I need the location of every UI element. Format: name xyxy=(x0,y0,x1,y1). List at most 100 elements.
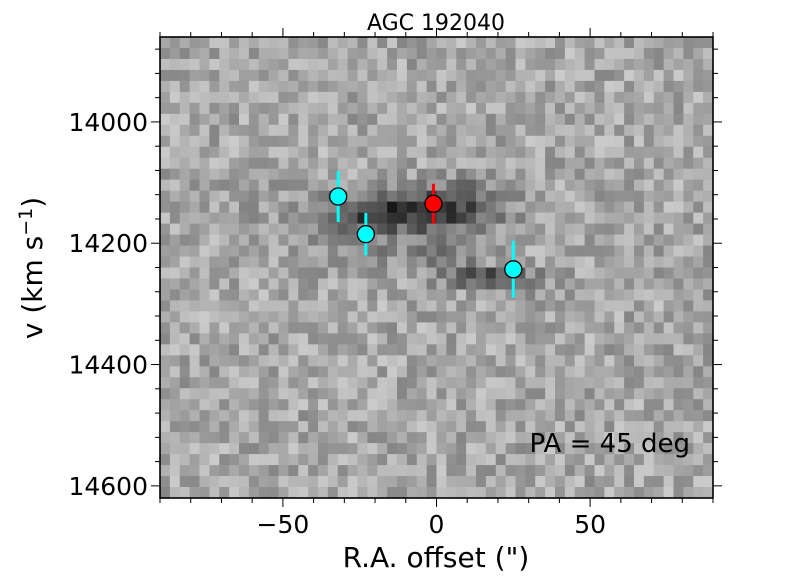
pv-pixel xyxy=(673,421,684,433)
y-axis-label-sup: −1 xyxy=(15,208,37,236)
pv-pixel xyxy=(160,421,171,433)
pv-pixel xyxy=(446,179,457,192)
pv-pixel xyxy=(466,300,477,313)
pv-pixel xyxy=(525,465,536,477)
pv-pixel xyxy=(189,377,201,389)
pv-pixel xyxy=(337,37,349,49)
pv-pixel xyxy=(209,355,220,367)
pv-pixel xyxy=(436,311,447,323)
pv-pixel xyxy=(693,256,704,269)
pv-pixel xyxy=(673,58,684,71)
pv-pixel xyxy=(387,322,398,334)
pv-pixel xyxy=(298,80,309,93)
pv-pixel xyxy=(436,102,447,115)
pv-pixel xyxy=(160,234,171,247)
pv-pixel xyxy=(258,432,270,444)
pv-pixel xyxy=(397,201,408,214)
pv-pixel xyxy=(614,91,625,104)
pv-pixel xyxy=(693,344,704,356)
pv-pixel xyxy=(357,102,368,115)
pv-pixel xyxy=(485,190,497,203)
pv-pixel xyxy=(446,289,457,302)
pv-pixel xyxy=(377,388,388,400)
pv-pixel xyxy=(584,399,596,411)
pv-pixel xyxy=(594,311,605,323)
pv-pixel xyxy=(337,201,349,214)
pv-pixel xyxy=(308,432,319,444)
pv-pixel xyxy=(387,234,398,247)
pv-pixel xyxy=(515,47,526,60)
pv-pixel xyxy=(406,212,418,225)
pv-pixel xyxy=(357,256,368,269)
pv-pixel xyxy=(574,355,586,367)
pv-pixel xyxy=(387,135,398,148)
pv-pixel xyxy=(653,421,665,433)
pv-pixel xyxy=(604,311,615,323)
pv-pixel xyxy=(614,443,625,455)
pv-pixel xyxy=(426,157,438,170)
pv-pixel xyxy=(535,102,546,115)
pv-pixel xyxy=(604,355,615,367)
pv-pixel xyxy=(653,278,665,291)
pv-pixel xyxy=(663,476,675,488)
pv-pixel xyxy=(397,454,408,466)
pv-pixel xyxy=(179,399,191,411)
pv-pixel xyxy=(604,201,615,214)
pv-pixel xyxy=(367,300,378,313)
pv-pixel xyxy=(505,421,517,433)
pv-pixel xyxy=(426,267,438,280)
pv-pixel xyxy=(476,377,487,389)
pv-pixel xyxy=(634,454,645,466)
pv-pixel xyxy=(229,69,240,82)
pv-pixel xyxy=(298,267,309,280)
pv-pixel xyxy=(673,102,684,115)
pv-pixel xyxy=(466,146,477,159)
pv-pixel xyxy=(476,47,487,60)
pv-pixel xyxy=(377,256,388,269)
pv-pixel xyxy=(643,80,655,93)
pv-pixel xyxy=(683,300,694,313)
pv-pixel xyxy=(229,322,240,334)
pv-pixel xyxy=(466,91,477,104)
pv-pixel xyxy=(209,179,220,192)
pv-pixel xyxy=(614,267,625,280)
pv-pixel xyxy=(239,124,250,137)
pv-pixel xyxy=(268,146,280,159)
pv-pixel xyxy=(624,487,635,498)
pv-pixel xyxy=(377,487,388,498)
pv-pixel xyxy=(278,333,289,345)
pv-pixel xyxy=(318,399,329,411)
pv-pixel xyxy=(476,355,487,367)
y-tick-label: 14200 xyxy=(68,229,148,258)
pv-pixel xyxy=(239,476,250,488)
pv-pixel xyxy=(288,168,299,181)
pv-pixel xyxy=(624,454,635,466)
pv-pixel xyxy=(693,421,704,433)
pv-pixel xyxy=(525,212,536,225)
pv-pixel xyxy=(347,91,359,104)
pv-pixel xyxy=(426,234,438,247)
pv-pixel xyxy=(229,289,240,302)
pv-pixel xyxy=(347,399,359,411)
pv-pixel xyxy=(505,157,517,170)
pv-pixel xyxy=(426,113,438,126)
pv-pixel xyxy=(288,454,299,466)
pv-pixel xyxy=(229,135,240,148)
pv-pixel xyxy=(248,80,260,93)
pv-pixel xyxy=(495,465,507,477)
pv-pixel xyxy=(229,443,240,455)
pv-pixel xyxy=(515,388,526,400)
pv-pixel xyxy=(258,465,270,477)
pv-pixel xyxy=(693,47,704,60)
pv-pixel xyxy=(634,146,645,159)
pv-pixel xyxy=(604,146,615,159)
pv-pixel xyxy=(337,300,349,313)
pv-pixel xyxy=(564,366,576,378)
pv-pixel xyxy=(515,157,526,170)
pv-pixel xyxy=(160,58,171,71)
pv-pixel xyxy=(199,278,210,291)
pv-pixel xyxy=(268,223,280,236)
pv-pixel xyxy=(347,37,359,49)
pv-pixel xyxy=(268,344,280,356)
pv-pixel xyxy=(703,245,713,258)
